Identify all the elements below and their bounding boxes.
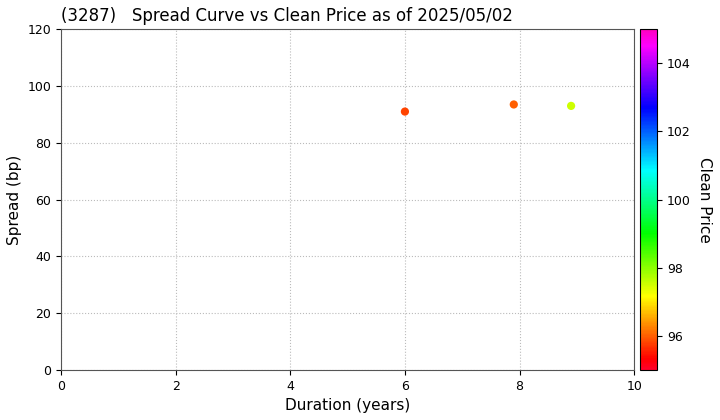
X-axis label: Duration (years): Duration (years) <box>285 398 410 413</box>
Point <box>399 108 410 115</box>
Text: (3287)   Spread Curve vs Clean Price as of 2025/05/02: (3287) Spread Curve vs Clean Price as of… <box>61 7 513 25</box>
Point <box>508 101 520 108</box>
Point <box>565 102 577 109</box>
Y-axis label: Spread (bp): Spread (bp) <box>7 155 22 245</box>
Y-axis label: Clean Price: Clean Price <box>697 157 711 242</box>
